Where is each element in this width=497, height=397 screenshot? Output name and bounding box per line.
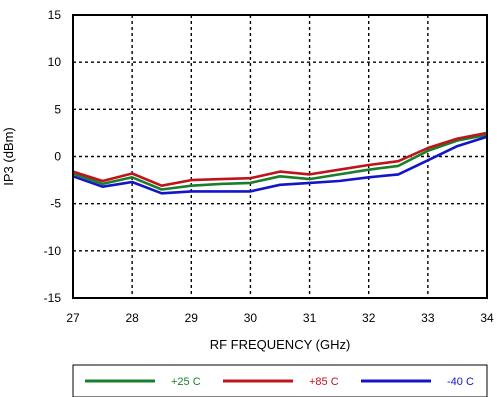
y-tick-label: 10 xyxy=(48,55,62,69)
y-tick-label: 5 xyxy=(54,102,61,116)
y-tick-label: -15 xyxy=(44,291,62,305)
x-tick-label: 31 xyxy=(303,311,317,325)
legend-label: +85 C xyxy=(309,376,339,388)
y-tick-label: 0 xyxy=(54,150,61,164)
y-tick-label: -10 xyxy=(44,244,62,258)
series-line-2 xyxy=(72,135,488,195)
series-line-0 xyxy=(72,133,488,191)
x-tick-label: 27 xyxy=(66,311,80,325)
y-axis-label: IP3 (dBm) xyxy=(1,127,16,186)
x-tick-label: 33 xyxy=(421,311,435,325)
series-line-1 xyxy=(72,131,488,187)
grid-lines xyxy=(73,15,487,298)
tick-labels: 27 28 29 30 31 32 33 34 15 10 5 0 -5 -10 -15 xyxy=(44,8,494,325)
y-tick-label: 15 xyxy=(48,8,62,22)
x-tick-label: 34 xyxy=(480,311,494,325)
series-layer xyxy=(72,131,488,195)
plot-frame xyxy=(72,14,488,299)
x-tick-label: 32 xyxy=(362,311,376,325)
y-tick-label: -5 xyxy=(50,197,61,211)
legend-label: -40 C xyxy=(447,376,474,388)
legend-label: +25 C xyxy=(171,376,201,388)
legend: +25 C +85 C -40 C xyxy=(72,364,488,397)
x-tick-label: 28 xyxy=(125,311,139,325)
x-tick-label: 29 xyxy=(185,311,199,325)
x-tick-label: 30 xyxy=(244,311,258,325)
x-axis-label: RF FREQUENCY (GHz) xyxy=(210,337,351,352)
